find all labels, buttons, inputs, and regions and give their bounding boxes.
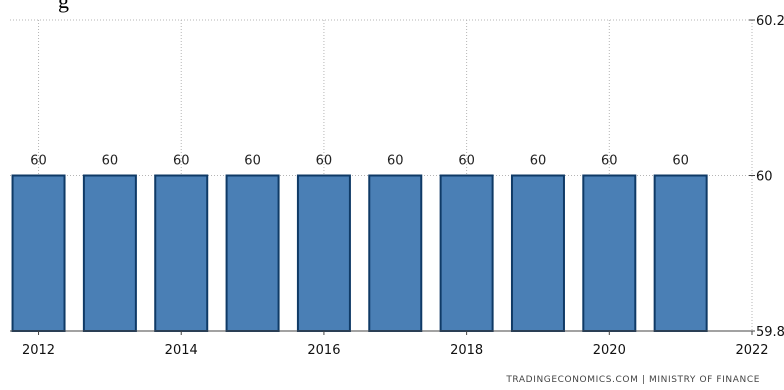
source-note: TRADINGECONOMICS.COM | MINISTRY OF FINAN… bbox=[506, 375, 760, 385]
data-label: 60 bbox=[30, 154, 47, 169]
y-tick-label: 60.2 bbox=[756, 14, 784, 29]
data-label: 60 bbox=[316, 154, 333, 169]
y-tick-label: 60 bbox=[756, 170, 773, 185]
bar bbox=[582, 174, 637, 332]
bar bbox=[439, 174, 494, 332]
bar bbox=[154, 174, 209, 332]
bars bbox=[11, 174, 708, 332]
x-tick-label: 2012 bbox=[22, 343, 55, 358]
x-tick-label: 2020 bbox=[593, 343, 626, 358]
data-label: 60 bbox=[672, 154, 689, 169]
data-labels: 60 60 60 60 60 60 60 60 60 60 bbox=[30, 154, 689, 169]
x-tick-label: 2018 bbox=[450, 343, 483, 358]
data-label: 60 bbox=[244, 154, 261, 169]
data-label: 60 bbox=[601, 154, 618, 169]
x-tick-label: 2022 bbox=[735, 343, 768, 358]
y-tick-label: 59.8 bbox=[756, 325, 784, 340]
x-tick-label: 2016 bbox=[307, 343, 340, 358]
data-label: 60 bbox=[530, 154, 547, 169]
data-label: 60 bbox=[102, 154, 119, 169]
bar bbox=[510, 174, 565, 332]
bar bbox=[225, 174, 280, 332]
chart-title-fragment: g bbox=[58, 0, 69, 13]
bar bbox=[82, 174, 137, 332]
bar bbox=[653, 174, 708, 332]
data-label: 60 bbox=[173, 154, 190, 169]
data-label: 60 bbox=[458, 154, 475, 169]
bar bbox=[11, 174, 66, 332]
bar bbox=[296, 174, 351, 332]
bar bbox=[368, 174, 423, 332]
data-label: 60 bbox=[387, 154, 404, 169]
x-tick-label: 2014 bbox=[165, 343, 198, 358]
axes: 2012 2014 2016 2018 2020 2022 59.8 60 60.2 bbox=[10, 14, 784, 358]
